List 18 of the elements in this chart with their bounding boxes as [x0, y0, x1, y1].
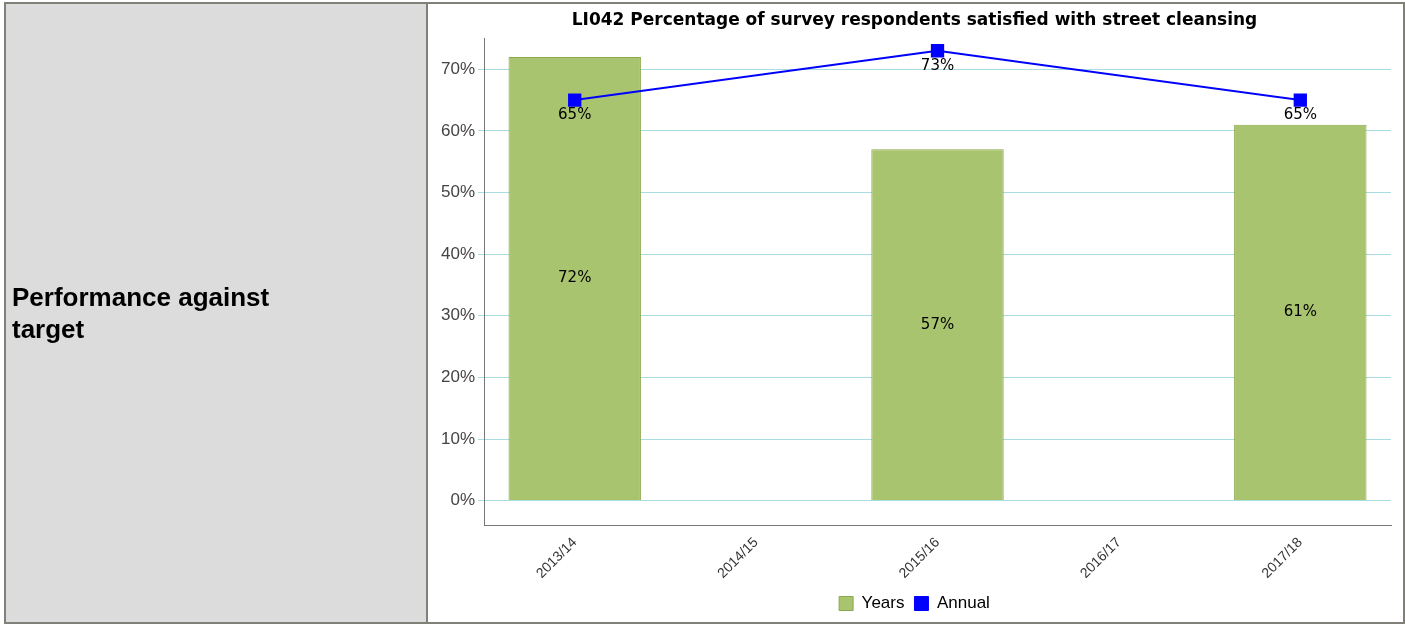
y-tick-label: 70% [440, 58, 476, 78]
chart-title: LI042 Percentage of survey respondents satisfied with street cleansing [571, 8, 1258, 29]
y-tick-label: 10% [440, 428, 476, 448]
legend-label: Annual [936, 593, 990, 613]
y-tick-label: 0% [450, 490, 476, 510]
y-tick-label: 40% [440, 243, 476, 263]
data-label: 65% [1283, 105, 1317, 124]
data-label: 57% [920, 314, 955, 333]
y-tick-label: 50% [440, 182, 476, 202]
y-tick-label: 60% [440, 120, 476, 140]
data-label: 61% [1283, 302, 1317, 321]
data-label: 65% [558, 105, 592, 124]
text: Performance against target [11, 281, 271, 345]
data-label: 72% [558, 268, 592, 287]
legend-label: Years [861, 593, 905, 613]
y-tick-label: 20% [440, 367, 476, 387]
data-label: 73% [920, 56, 955, 75]
y-tick-label: 30% [440, 305, 476, 325]
